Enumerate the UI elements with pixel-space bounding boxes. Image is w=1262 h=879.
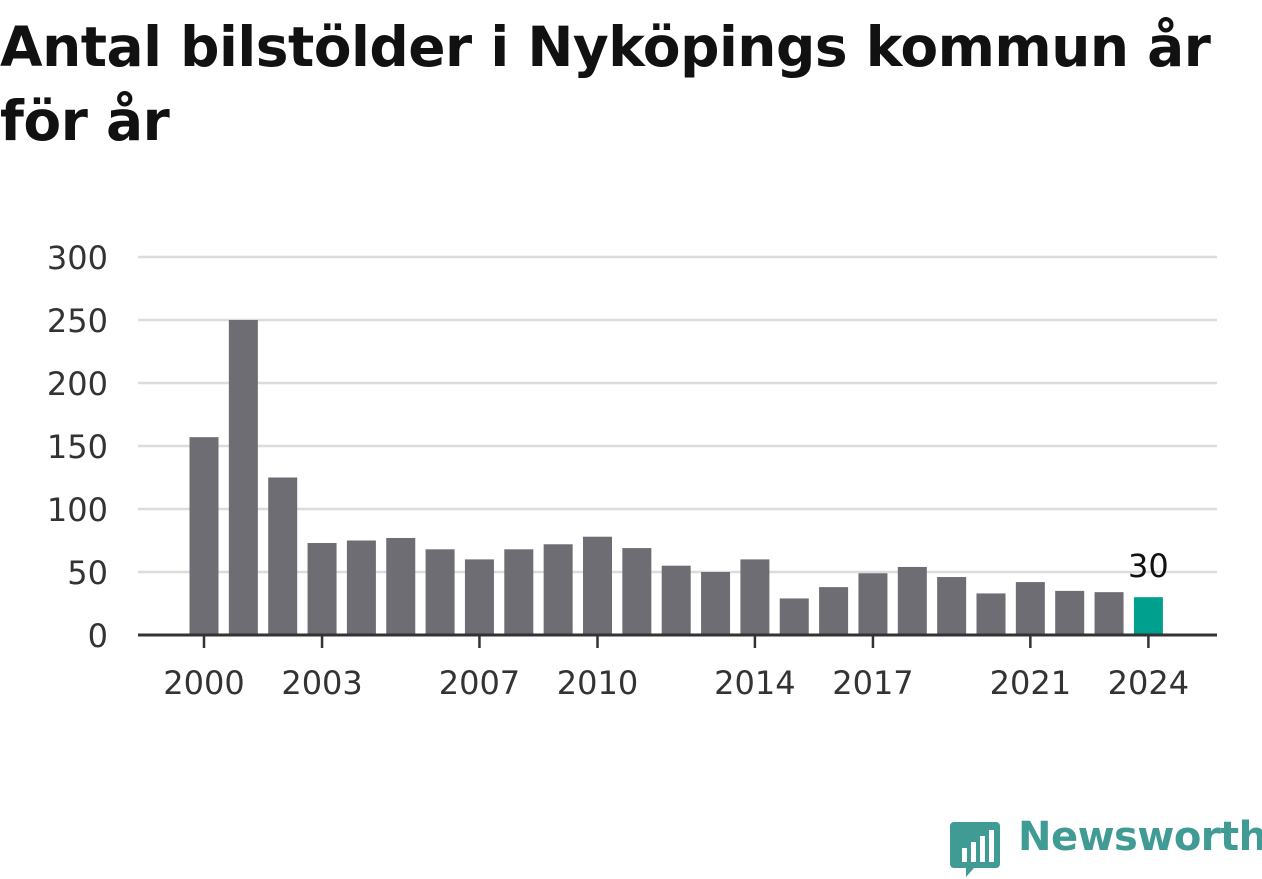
y-tick-label-250: 250 — [47, 302, 108, 340]
bar-2024 — [1133, 597, 1163, 635]
bar-2016 — [819, 587, 849, 635]
chart-title: Antal bilstölder i Nyköpings kommun år f… — [0, 15, 1211, 153]
brand-name: Newsworthy — [1018, 814, 1262, 860]
bar-2009 — [543, 544, 573, 635]
bar-2006 — [425, 549, 455, 635]
bar-2003 — [307, 543, 337, 635]
bar-2015 — [779, 598, 809, 635]
y-tick-label-300: 300 — [47, 239, 108, 277]
bar-2007 — [464, 559, 494, 635]
bar-2001 — [228, 320, 258, 635]
bar-2005 — [386, 537, 416, 635]
bar-2004 — [346, 540, 376, 635]
bar-2014 — [740, 559, 770, 635]
data-label-2024: 30 — [1128, 547, 1169, 585]
x-tick-label-2010: 2010 — [557, 664, 638, 702]
x-tick-label-2003: 2003 — [281, 664, 362, 702]
y-tick-label-100: 100 — [47, 491, 108, 529]
x-tick-label-2014: 2014 — [714, 664, 795, 702]
bar-2022 — [1055, 590, 1085, 635]
y-tick-label-200: 200 — [47, 365, 108, 403]
bar-2021 — [1015, 582, 1045, 635]
x-tick-label-2024: 2024 — [1108, 664, 1189, 702]
bar-2011 — [622, 548, 652, 635]
bar-2012 — [661, 565, 691, 635]
y-tick-label-50: 50 — [67, 554, 108, 592]
bar-2017 — [858, 573, 888, 635]
x-tick-label-2000: 2000 — [163, 664, 244, 702]
bar-2008 — [504, 549, 534, 635]
x-tick-label-2017: 2017 — [832, 664, 913, 702]
bar-2002 — [268, 477, 298, 635]
newsworthy-logo-icon — [950, 822, 1000, 877]
y-tick-label-150: 150 — [47, 428, 108, 466]
bar-2010 — [583, 536, 612, 635]
bar-2013 — [701, 572, 731, 635]
y-tick-label-0: 0 — [88, 617, 108, 655]
bar-2000 — [189, 437, 219, 635]
bar-2023 — [1094, 592, 1124, 635]
bar-2018 — [897, 566, 927, 635]
bar-2019 — [937, 577, 967, 635]
x-tick-label-2021: 2021 — [990, 664, 1071, 702]
bar-2020 — [976, 593, 1006, 635]
x-tick-label-2007: 2007 — [439, 664, 520, 702]
